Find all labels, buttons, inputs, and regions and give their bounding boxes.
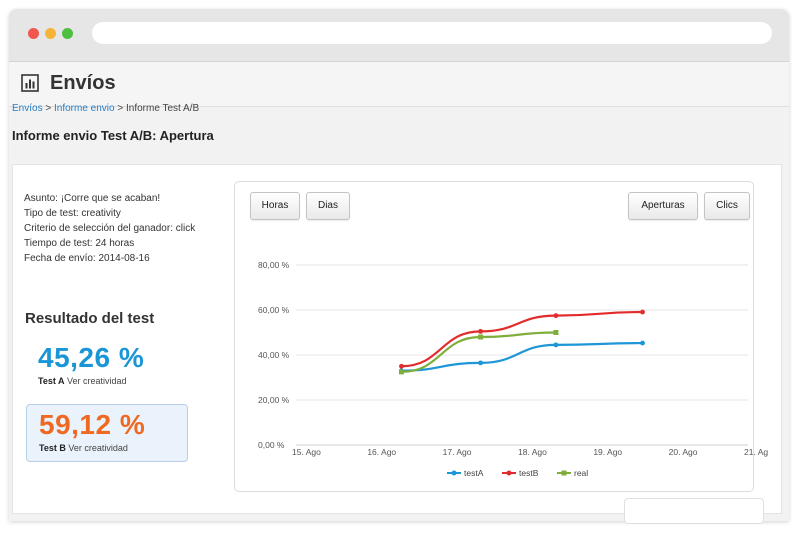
- data-point-testB: [640, 309, 645, 315]
- test-b-view-link[interactable]: Ver creatividad: [68, 443, 128, 453]
- x-tick-label: 16. Ago: [367, 447, 396, 457]
- x-tick-label: 18. Ago: [518, 447, 547, 457]
- page-title: Informe envio Test A/B: Apertura: [12, 128, 214, 143]
- legend-marker-testB: [506, 470, 512, 476]
- dias-button[interactable]: Dias: [306, 192, 350, 220]
- test-a-percentage: 45,26 %: [38, 342, 145, 373]
- test-info: Asunto: ¡Corre que se acaban! Tipo de te…: [24, 191, 195, 266]
- legend-label-testA: testA: [464, 468, 484, 478]
- data-point-real: [553, 330, 559, 335]
- y-tick-label: 80,00 %: [258, 260, 290, 270]
- test-b-percentage: 59,12 %: [39, 409, 146, 440]
- breadcrumb-separator: >: [45, 103, 52, 114]
- bar-chart-icon: [21, 74, 39, 92]
- breadcrumb-current: Informe Test A/B: [125, 103, 200, 114]
- x-tick-label: 17. Ago: [443, 447, 472, 457]
- data-point-real: [398, 369, 404, 375]
- breadcrumb-separator: >: [117, 103, 124, 114]
- legend-marker-real: [561, 470, 567, 476]
- result-test-b: 59,12 % Test B Ver creatividad: [26, 404, 188, 462]
- series-line-testA: [401, 341, 643, 372]
- horas-button[interactable]: Horas: [250, 192, 300, 220]
- result-test-a: 45,26 % Test A Ver creatividad: [26, 338, 186, 394]
- test-a-caption: Test A Ver creatividad: [38, 376, 127, 386]
- app-header: Envíos: [9, 62, 789, 107]
- data-point-testA: [478, 360, 483, 366]
- info-tiempo: Tiempo de test: 24 horas: [24, 238, 135, 249]
- app-title: Envíos: [50, 72, 116, 94]
- data-point-testA: [640, 340, 645, 346]
- data-point-real: [478, 334, 484, 340]
- result-title: Resultado del test: [25, 310, 155, 327]
- info-tipo: Tipo de test: creativity: [24, 208, 121, 219]
- data-point-testB: [553, 313, 559, 319]
- breadcrumb: Envíos > Informe envio > Informe Test A/…: [12, 103, 199, 114]
- breadcrumb-envios[interactable]: Envíos: [12, 103, 43, 114]
- y-tick-label: 60,00 %: [258, 305, 290, 315]
- x-tick-label: 19. Ago: [593, 447, 622, 457]
- info-criterio: Criterio de selección del ganador: click: [24, 223, 196, 234]
- clics-button[interactable]: Clics: [704, 192, 750, 220]
- y-tick-label: 20,00 %: [258, 395, 290, 405]
- minimize-window-icon[interactable]: [45, 28, 56, 39]
- breadcrumb-informe-envio[interactable]: Informe envio: [53, 103, 115, 114]
- series-line-testB: [401, 310, 643, 368]
- test-b-caption: Test B Ver creatividad: [39, 443, 128, 453]
- x-tick-label: 15. Ago: [292, 447, 321, 457]
- info-fecha: Fecha de envío: 2014-08-16: [24, 253, 150, 264]
- address-bar[interactable]: [92, 22, 772, 44]
- browser-chrome: [9, 9, 789, 62]
- aperturas-button[interactable]: Aperturas: [628, 192, 698, 220]
- maximize-window-icon[interactable]: [62, 28, 73, 39]
- legend-label-real: real: [574, 468, 588, 478]
- legend-label-testB: testB: [519, 468, 539, 478]
- close-window-icon[interactable]: [28, 28, 39, 39]
- x-tick-label: 20. Ago: [669, 447, 698, 457]
- test-a-view-link[interactable]: Ver creatividad: [67, 376, 127, 386]
- info-asunto: Asunto: ¡Corre que se acaban!: [24, 193, 161, 204]
- bottom-panel-edge: [624, 498, 764, 524]
- test-b-label: Test B: [39, 443, 66, 453]
- data-point-testB: [478, 328, 483, 334]
- y-tick-label: 40,00 %: [258, 350, 290, 360]
- data-point-testB: [399, 363, 404, 369]
- y-tick-label: 0,00 %: [258, 440, 285, 450]
- legend-marker-testA: [451, 470, 457, 476]
- x-tick-label: 21. Ag: [744, 447, 768, 457]
- test-a-label: Test A: [38, 376, 65, 386]
- data-point-testA: [553, 342, 559, 348]
